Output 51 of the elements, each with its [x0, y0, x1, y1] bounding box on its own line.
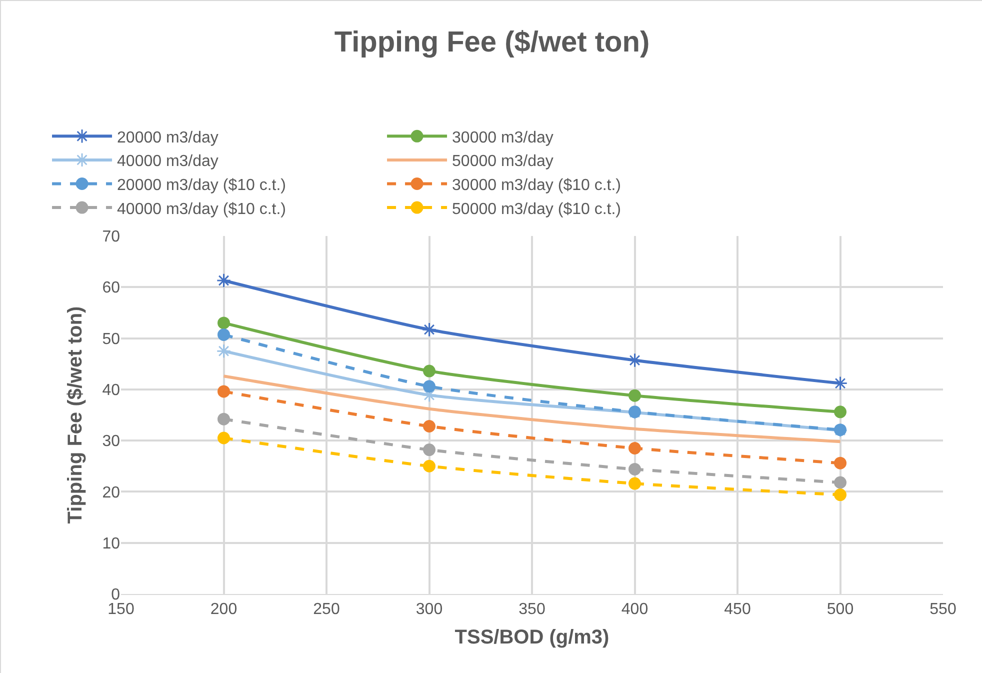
- y-axis-title: Tipping Fee ($/wet ton): [64, 306, 87, 524]
- point: [423, 380, 436, 393]
- point: [423, 420, 436, 432]
- point: [218, 385, 230, 398]
- y-tick-label: 50: [102, 330, 120, 348]
- legend-label: 20000 m3/day: [117, 129, 218, 146]
- point: [834, 456, 846, 470]
- x-tick-label: 200: [210, 601, 238, 618]
- y-tick-label: 10: [102, 535, 120, 552]
- x-tick-label: 300: [416, 601, 443, 618]
- point: [218, 328, 230, 341]
- x-tick-label: 450: [724, 601, 751, 618]
- y-tick-label: 30: [102, 433, 120, 450]
- point: [834, 476, 846, 489]
- legend-label: 50000 m3/day ($10 c.t.): [452, 200, 622, 218]
- point: [218, 432, 230, 444]
- point: [628, 389, 641, 402]
- legend-label: 20000 m3/day ($10 c.t.): [117, 177, 286, 194]
- point: [628, 462, 641, 476]
- y-tick-label: 20: [102, 484, 120, 502]
- x-tick-label: 150: [108, 601, 134, 618]
- y-tick-label: 0: [111, 586, 120, 604]
- point: [627, 352, 642, 368]
- legend-label: 40000 m3/day ($10 c.t.): [117, 200, 286, 218]
- legend-label: 30000 m3/day: [452, 129, 554, 146]
- point: [423, 444, 436, 456]
- point: [834, 488, 846, 502]
- point: [216, 344, 232, 358]
- point: [218, 316, 230, 330]
- line-series: [222, 374, 842, 444]
- x-axis-title: TSS/BOD (g/m3): [454, 626, 610, 649]
- x-tick-label: 500: [826, 601, 854, 618]
- y-tick-label: 40: [102, 382, 120, 400]
- x-tick-label: 550: [930, 601, 956, 618]
- chart-title: Tipping Fee ($/wet ton): [334, 26, 650, 59]
- legend-label: 30000 m3/day ($10 c.t.): [452, 177, 622, 194]
- point: [422, 322, 437, 337]
- legend-label: 40000 m3/day: [117, 153, 218, 170]
- point: [628, 442, 641, 454]
- legend-label: 50000 m3/day: [452, 153, 554, 170]
- point: [216, 273, 232, 288]
- x-tick-label: 250: [313, 601, 340, 618]
- point: [834, 406, 846, 418]
- y-tick-label: 60: [102, 280, 120, 297]
- x-tick-label: 350: [518, 601, 546, 618]
- x-tick-label: 400: [621, 601, 648, 618]
- point: [628, 477, 641, 490]
- point: [423, 460, 436, 472]
- y-tick-label: 70: [102, 228, 120, 246]
- point: [423, 364, 436, 378]
- point: [218, 412, 230, 426]
